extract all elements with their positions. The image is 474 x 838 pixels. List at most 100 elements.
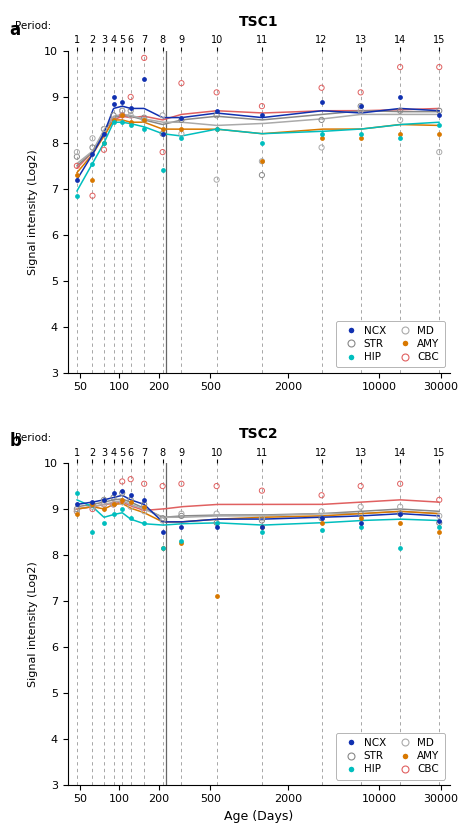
Point — [89, 189, 96, 203]
Point — [73, 502, 81, 515]
Point — [127, 91, 135, 104]
Point — [396, 507, 404, 520]
Point — [140, 51, 148, 65]
Point — [258, 511, 266, 525]
Point — [89, 157, 96, 170]
Point — [100, 502, 108, 515]
Point — [357, 104, 365, 117]
Point — [89, 525, 96, 539]
Point — [73, 504, 81, 518]
Point — [436, 520, 443, 534]
Point — [89, 132, 96, 145]
Point — [118, 109, 126, 122]
Point — [100, 498, 108, 511]
Point — [436, 60, 443, 74]
Point — [118, 109, 126, 122]
Point — [159, 127, 166, 141]
Legend: NCX, STR, HIP, MD, AMY, CBC: NCX, STR, HIP, MD, AMY, CBC — [336, 321, 445, 367]
Point — [109, 91, 117, 104]
Point — [213, 85, 220, 99]
Point — [213, 104, 220, 117]
Point — [258, 168, 266, 182]
Point — [396, 132, 404, 145]
Text: Period:: Period: — [15, 433, 51, 443]
Point — [258, 109, 266, 122]
Point — [118, 484, 126, 498]
Point — [140, 504, 148, 518]
Point — [178, 477, 185, 490]
Point — [178, 535, 185, 548]
Point — [109, 486, 117, 499]
Point — [140, 493, 148, 506]
Point — [357, 511, 365, 525]
Point — [436, 525, 443, 539]
Point — [73, 486, 81, 499]
Point — [436, 516, 443, 530]
Point — [258, 154, 266, 168]
Point — [318, 516, 325, 530]
Point — [100, 137, 108, 150]
Point — [140, 477, 148, 490]
Point — [396, 127, 404, 141]
Point — [73, 159, 81, 173]
Point — [127, 101, 135, 115]
Point — [396, 113, 404, 127]
Point — [357, 100, 365, 113]
Point — [213, 590, 220, 603]
Point — [318, 489, 325, 502]
Point — [213, 122, 220, 136]
Point — [318, 127, 325, 141]
Text: Period:: Period: — [15, 21, 51, 31]
Point — [109, 113, 117, 127]
Point — [89, 502, 96, 515]
Point — [109, 491, 117, 504]
Point — [159, 525, 166, 539]
Point — [109, 498, 117, 511]
Point — [89, 141, 96, 154]
Point — [178, 127, 185, 141]
Point — [396, 500, 404, 514]
Point — [118, 475, 126, 489]
Point — [140, 498, 148, 511]
Point — [127, 493, 135, 506]
Legend: NCX, STR, HIP, MD, AMY, CBC: NCX, STR, HIP, MD, AMY, CBC — [336, 733, 445, 779]
Point — [357, 479, 365, 493]
Point — [178, 537, 185, 551]
Point — [89, 173, 96, 186]
Point — [159, 479, 166, 493]
Point — [213, 109, 220, 122]
Point — [127, 473, 135, 486]
Point — [318, 141, 325, 154]
Point — [213, 516, 220, 530]
Point — [258, 520, 266, 534]
Point — [140, 111, 148, 124]
Point — [89, 147, 96, 161]
Point — [127, 495, 135, 509]
Point — [89, 498, 96, 511]
Point — [357, 516, 365, 530]
Text: a: a — [9, 21, 20, 39]
Point — [213, 520, 220, 534]
Point — [178, 113, 185, 127]
Point — [436, 510, 443, 523]
Point — [73, 173, 81, 186]
Point — [318, 504, 325, 518]
Point — [89, 495, 96, 509]
Point — [178, 132, 185, 145]
Text: b: b — [9, 432, 21, 449]
Point — [357, 85, 365, 99]
Point — [109, 113, 117, 127]
Point — [140, 500, 148, 514]
Point — [318, 113, 325, 127]
Point — [258, 484, 266, 498]
Point — [109, 116, 117, 129]
Point — [109, 113, 117, 127]
Point — [73, 145, 81, 158]
Point — [140, 516, 148, 530]
Point — [118, 104, 126, 117]
Point — [118, 95, 126, 108]
Point — [100, 493, 108, 506]
Point — [258, 525, 266, 539]
Point — [436, 145, 443, 158]
Point — [357, 520, 365, 534]
